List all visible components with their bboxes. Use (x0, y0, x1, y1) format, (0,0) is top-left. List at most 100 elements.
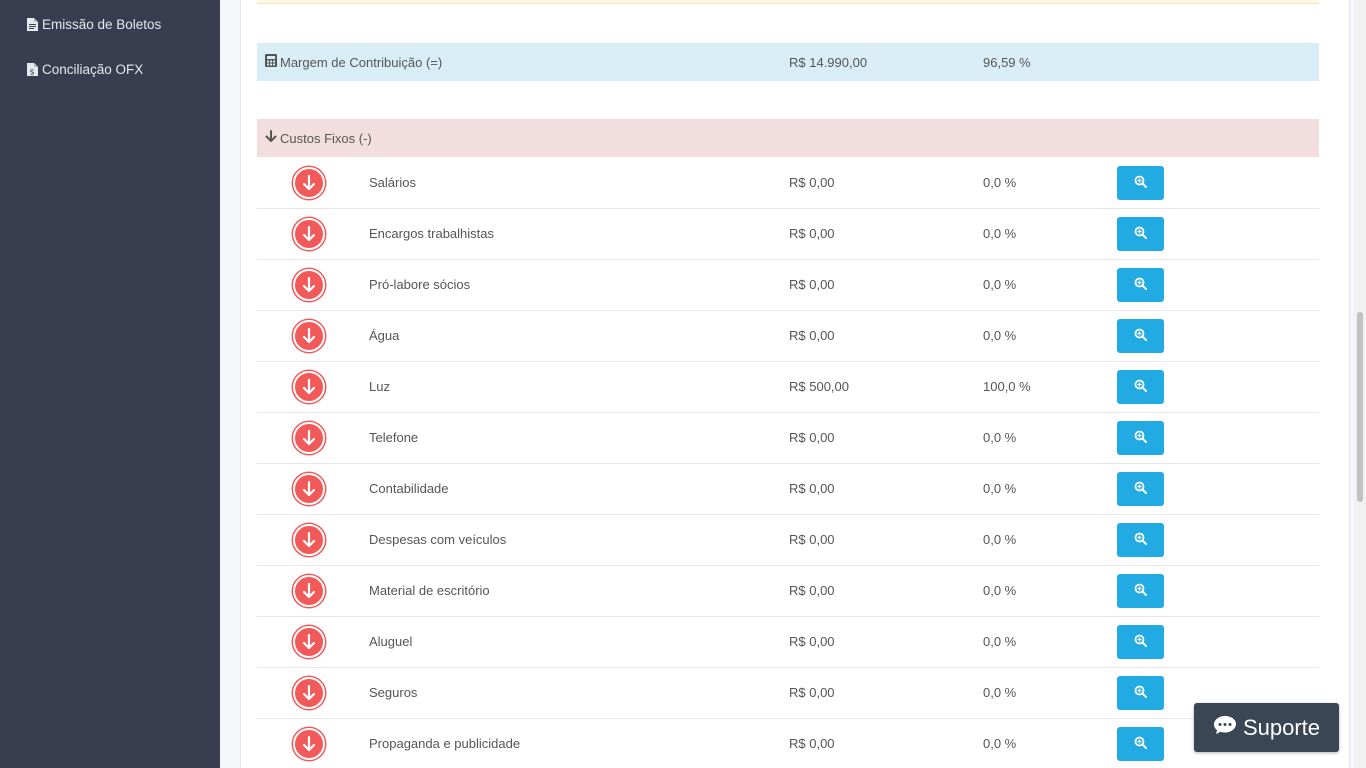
zoom-icon (1134, 226, 1147, 242)
arrow-down-circle-icon (293, 524, 325, 556)
sidebar-item-label: Emissão de Boletos (42, 17, 162, 32)
chat-icon (1213, 715, 1237, 741)
view-details-button[interactable] (1117, 166, 1164, 200)
view-details-button[interactable] (1117, 421, 1164, 455)
arrow-down-circle-icon (293, 473, 325, 505)
cost-pct: 0,0 % (983, 634, 1017, 649)
cost-name: Material de escritório (369, 583, 490, 598)
cost-name: Água (369, 328, 400, 343)
zoom-icon (1134, 583, 1147, 599)
table-row: Água R$ 0,00 0,0 % (257, 311, 1319, 362)
zoom-icon (1134, 634, 1147, 650)
sidebar: Emissão de Boletos $ Conciliação OFX (0, 0, 220, 768)
cost-value: R$ 0,00 (789, 736, 835, 751)
cost-pct: 100,0 % (983, 379, 1031, 394)
cost-value: R$ 0,00 (789, 583, 835, 598)
cost-value: R$ 0,00 (789, 430, 835, 445)
previous-row-strip (257, 0, 1319, 4)
fixed-costs-header-row: Custos Fixos (-) (257, 119, 1319, 157)
table-row: Luz R$ 500,00 100,0 % (257, 362, 1319, 413)
arrow-down-icon (265, 130, 277, 146)
cost-pct: 0,0 % (983, 481, 1017, 496)
sidebar-item-label: Conciliação OFX (42, 62, 144, 77)
table-row: Material de escritório R$ 0,00 0,0 % (257, 566, 1319, 617)
cost-name: Seguros (369, 685, 418, 700)
calculator-icon (265, 54, 277, 70)
zoom-icon (1134, 532, 1147, 548)
zoom-icon (1134, 175, 1147, 191)
cost-value: R$ 0,00 (789, 481, 835, 496)
margin-pct: 96,59 % (983, 54, 1031, 70)
arrow-down-circle-icon (293, 269, 325, 301)
table-row: Seguros R$ 0,00 0,0 % (257, 668, 1319, 719)
file-icon (27, 18, 38, 31)
arrow-down-circle-icon (293, 167, 325, 199)
cost-name: Despesas com veículos (369, 532, 507, 547)
arrow-down-circle-icon (293, 626, 325, 658)
cost-value: R$ 0,00 (789, 328, 835, 343)
cost-name: Contabilidade (369, 481, 449, 496)
cost-pct: 0,0 % (983, 277, 1017, 292)
view-details-button[interactable] (1117, 727, 1164, 761)
sidebar-item-emissao-boletos[interactable]: Emissão de Boletos (27, 17, 161, 32)
arrow-down-circle-icon (293, 422, 325, 454)
svg-text:$: $ (30, 68, 35, 77)
view-details-button[interactable] (1117, 268, 1164, 302)
cost-name: Salários (369, 175, 416, 190)
table-row: Pró-labore sócios R$ 0,00 0,0 % (257, 260, 1319, 311)
zoom-icon (1134, 481, 1147, 497)
zoom-icon (1134, 430, 1147, 446)
cost-value: R$ 0,00 (789, 634, 835, 649)
cost-pct: 0,0 % (983, 328, 1017, 343)
cost-pct: 0,0 % (983, 226, 1017, 241)
fixed-costs-label: Custos Fixos (-) (280, 130, 372, 146)
view-details-button[interactable] (1117, 625, 1164, 659)
cost-pct: 0,0 % (983, 685, 1017, 700)
vertical-scrollbar[interactable] (1354, 0, 1366, 768)
arrow-down-circle-icon (293, 575, 325, 607)
cost-name: Telefone (369, 430, 419, 445)
zoom-icon (1134, 379, 1147, 395)
main-content: Margem de Contribuição (=) R$ 14.990,00 … (220, 0, 1354, 768)
view-details-button[interactable] (1117, 523, 1164, 557)
cost-value: R$ 0,00 (789, 685, 835, 700)
support-label: Suporte (1242, 714, 1321, 740)
view-details-button[interactable] (1117, 472, 1164, 506)
table-row: Telefone R$ 0,00 0,0 % (257, 413, 1319, 464)
arrow-down-circle-icon (293, 728, 325, 760)
table-row: Encargos trabalhistas R$ 0,00 0,0 % (257, 209, 1319, 260)
sidebar-item-conciliacao-ofx[interactable]: $ Conciliação OFX (27, 62, 143, 77)
cost-pct: 0,0 % (983, 430, 1017, 445)
arrow-down-circle-icon (293, 371, 325, 403)
scrollbar-thumb[interactable] (1357, 312, 1363, 502)
cost-pct: 0,0 % (983, 175, 1017, 190)
margin-contribution-row: Margem de Contribuição (=) R$ 14.990,00 … (257, 43, 1319, 81)
view-details-button[interactable] (1117, 319, 1164, 353)
cost-name: Pró-labore sócios (369, 277, 471, 292)
table-row: Despesas com veículos R$ 0,00 0,0 % (257, 515, 1319, 566)
table-row: Aluguel R$ 0,00 0,0 % (257, 617, 1319, 668)
arrow-down-circle-icon (293, 677, 325, 709)
cost-name: Propaganda e publicidade (369, 736, 521, 751)
zoom-icon (1134, 277, 1147, 293)
view-details-button[interactable] (1117, 217, 1164, 251)
zoom-icon (1134, 685, 1147, 701)
arrow-down-circle-icon (293, 218, 325, 250)
table-row: Salários R$ 0,00 0,0 % (257, 158, 1319, 209)
view-details-button[interactable] (1117, 676, 1164, 710)
cost-value: R$ 0,00 (789, 532, 835, 547)
cost-pct: 0,0 % (983, 532, 1017, 547)
cost-pct: 0,0 % (983, 583, 1017, 598)
cost-value: R$ 0,00 (789, 175, 835, 190)
zoom-icon (1134, 328, 1147, 344)
table-row: Propaganda e publicidade R$ 0,00 0,0 % (257, 719, 1319, 768)
arrow-down-circle-icon (293, 320, 325, 352)
support-button[interactable]: Suporte (1194, 703, 1339, 752)
dre-panel: Margem de Contribuição (=) R$ 14.990,00 … (240, 0, 1350, 768)
file-dollar-icon: $ (27, 63, 38, 77)
view-details-button[interactable] (1117, 370, 1164, 404)
table-row: Contabilidade R$ 0,00 0,0 % (257, 464, 1319, 515)
view-details-button[interactable] (1117, 574, 1164, 608)
cost-value: R$ 0,00 (789, 226, 835, 241)
cost-name: Encargos trabalhistas (369, 226, 495, 241)
